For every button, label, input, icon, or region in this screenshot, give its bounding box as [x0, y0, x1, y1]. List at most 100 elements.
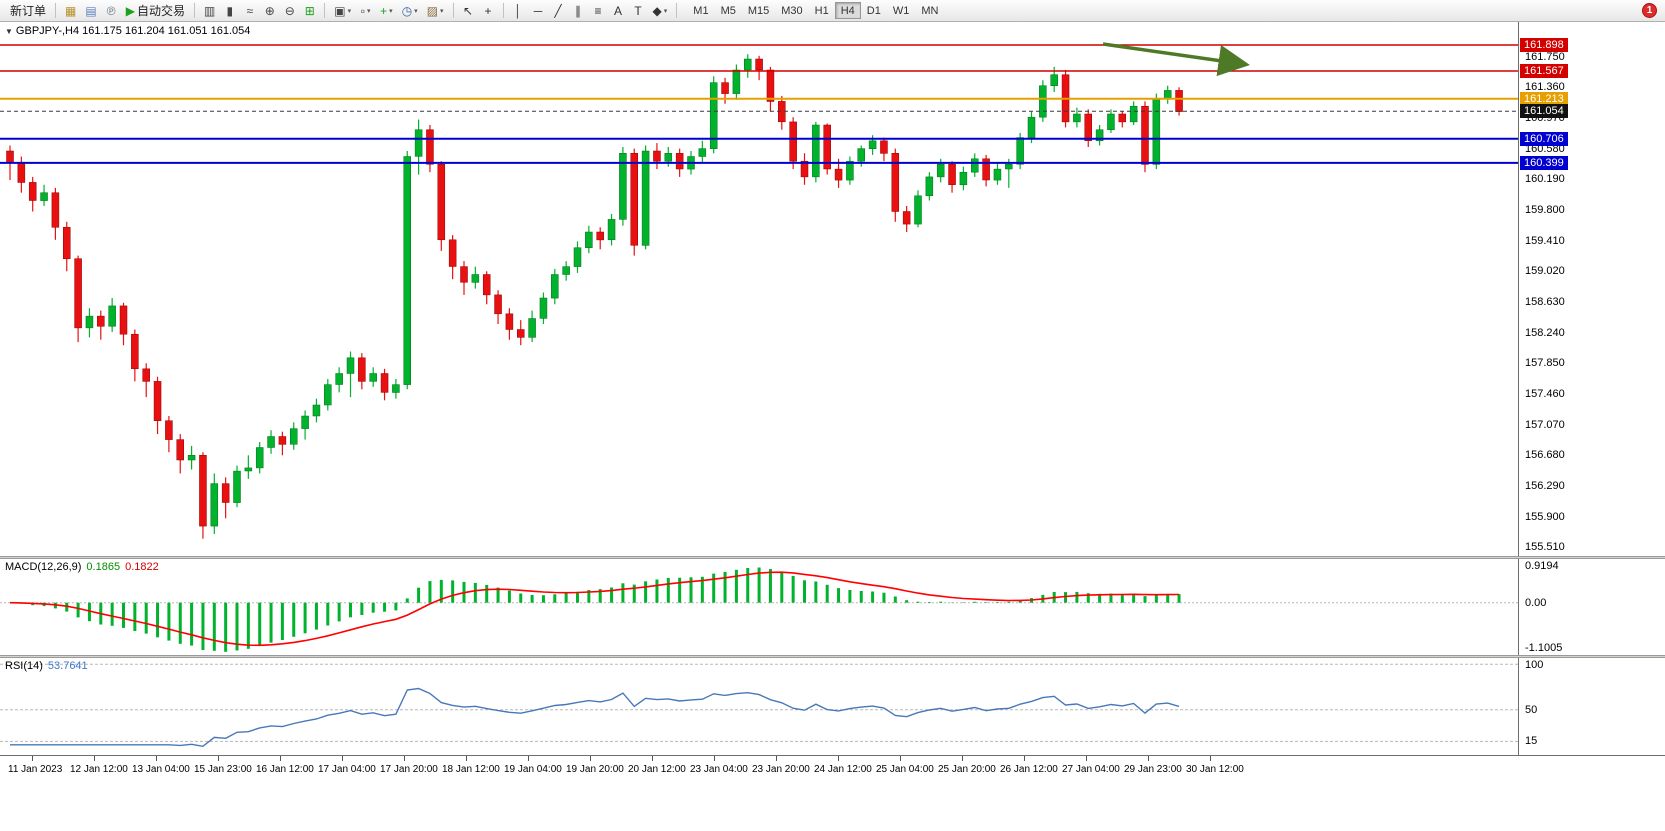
price-axis-label: 0.00 [1525, 596, 1547, 609]
panel-splitter-macd[interactable] [0, 556, 1665, 559]
periods-button[interactable]: ◷ ▾ [398, 1, 422, 20]
timeframe-m15-button[interactable]: M15 [747, 4, 770, 17]
time-axis-tick [280, 756, 281, 761]
time-label: 16 Jan 12:00 [256, 764, 314, 775]
cascade-windows-icon: ▫ [360, 3, 366, 18]
toolbar-separator [193, 3, 195, 18]
rsi-axis[interactable]: 100 50 15 [1518, 658, 1665, 755]
time-axis-tick [1086, 756, 1087, 761]
new-order-button-label: 新订单 [10, 4, 47, 18]
templates-button[interactable]: ▨ ▾ [423, 1, 448, 20]
main-price-axis[interactable]: 161.750161.360160.970160.580160.190159.8… [1518, 22, 1665, 556]
chevron-down-icon: ▾ [663, 7, 668, 15]
arrange-windows-button[interactable]: ▣ ▾ [330, 1, 355, 20]
metaquotes-icon-button[interactable]: ℗ [102, 1, 121, 20]
tile-windows-icon: ⊞ [304, 3, 315, 18]
templates-icon: ▨ [426, 3, 439, 18]
autotrade-button[interactable]: ▶ 自动交易 [122, 1, 189, 20]
price-axis-label: 156.680 [1525, 449, 1565, 462]
timeframe-h4-button[interactable]: H4 [834, 2, 861, 19]
horizontal-line-button[interactable]: ─ [529, 1, 548, 20]
candlestick-chart-type-icon: ▮ [226, 3, 234, 18]
profiles-icon-button[interactable]: ▤ [81, 1, 100, 20]
timeframe-w1-button[interactable]: W1 [892, 4, 910, 17]
arrows-shapes-icon: ◆ [652, 3, 662, 18]
macd-svg[interactable] [0, 559, 1518, 655]
price-axis-label: 157.460 [1525, 387, 1565, 400]
zoom-out-button[interactable]: ⊖ [280, 1, 299, 20]
notification-badge[interactable]: 1 [1642, 3, 1657, 18]
macd-value-main: 0.1865 [86, 561, 121, 573]
autotrade-button-label: 自动交易 [136, 4, 185, 18]
timeframe-h1-button[interactable]: H1 [814, 4, 829, 17]
equidistant-channel-button[interactable]: ∥ [569, 1, 588, 20]
hline-price-badge: 160.706 [1520, 131, 1568, 146]
macd-panel[interactable]: MACD(12,26,9) 0.1865 0.1822 0.9194 0.00 -1.1… [0, 559, 1665, 655]
time-axis-tick [342, 756, 343, 761]
fibonacci-button[interactable]: ≡ [589, 1, 608, 20]
time-label: 29 Jan 23:00 [1124, 764, 1182, 775]
hline-price-badge: 161.567 [1520, 63, 1568, 78]
crosshair-button[interactable]: + [479, 1, 498, 20]
timeframe-m1-button[interactable]: M1 [693, 4, 709, 17]
hline-price-badge: 161.898 [1520, 37, 1568, 52]
rsi-panel[interactable]: RSI(14) 53.7641 100 50 15 [0, 658, 1665, 755]
timeframe-d1-button[interactable]: D1 [866, 4, 881, 17]
timeframe-m30-button[interactable]: M30 [781, 4, 803, 17]
price-axis-label: 0.9194 [1525, 560, 1559, 572]
zoom-in-button[interactable]: ⊕ [260, 1, 279, 20]
chart-window-icon-icon: ▦ [65, 3, 77, 18]
rsi-svg[interactable] [0, 658, 1518, 755]
bar-chart-type-icon: ▥ [203, 3, 216, 18]
time-axis-tick [1148, 756, 1149, 761]
chart-title-bar: ▼ GBPJPY-,H4 161.175 161.204 161.051 161.… [5, 25, 250, 37]
time-axis-tick [652, 756, 653, 761]
text-button[interactable]: A [609, 1, 628, 20]
time-axis-tick [1210, 756, 1211, 761]
time-axis-tick [1024, 756, 1025, 761]
vertical-line-button[interactable]: │ [509, 1, 528, 20]
macd-label: MACD(12,26,9) 0.1865 0.1822 [5, 561, 159, 573]
cascade-windows-button[interactable]: ▫ ▾ [356, 1, 375, 20]
time-axis-tick [404, 756, 405, 761]
time-label: 27 Jan 04:00 [1062, 764, 1120, 775]
time-axis-tick [32, 756, 33, 761]
cursor-button[interactable]: ↖ [459, 1, 478, 20]
trend-arrow-annotation [1102, 42, 1250, 77]
text-label-button[interactable]: T [629, 1, 648, 20]
time-label: 17 Jan 20:00 [380, 764, 438, 775]
time-axis-tick [466, 756, 467, 761]
chevron-down-icon: ▾ [367, 7, 371, 15]
candlestick-chart-type-button[interactable]: ▮ [220, 1, 239, 20]
macd-axis[interactable]: 0.9194 0.00 -1.1005 [1518, 559, 1665, 655]
timeframe-m5-button[interactable]: M5 [720, 4, 736, 17]
panel-splitter-rsi[interactable] [0, 655, 1665, 658]
arrows-shapes-button[interactable]: ◆ ▾ [649, 1, 672, 20]
time-axis[interactable]: 11 Jan 2023 12 Jan 12:00 13 Jan 04:00 15 Ja… [0, 755, 1665, 781]
time-label: 15 Jan 23:00 [194, 764, 252, 775]
time-label: 18 Jan 12:00 [442, 764, 500, 775]
line-chart-type-button[interactable]: ≈ [240, 1, 259, 20]
time-label: 23 Jan 04:00 [690, 764, 748, 775]
timeframe-mn-button[interactable]: MN [921, 4, 939, 17]
cursor-icon: ↖ [463, 3, 474, 18]
chevron-down-icon: ▾ [440, 7, 444, 15]
zoom-in-icon: ⊕ [264, 3, 275, 18]
time-label: 20 Jan 12:00 [628, 764, 686, 775]
main-chart-panel[interactable]: ▼ GBPJPY-,H4 161.175 161.204 161.051 161.… [0, 22, 1665, 556]
toolbar-separator [452, 3, 454, 18]
chart-collapse-icon[interactable]: ▼ [5, 27, 13, 36]
main-chart-svg[interactable] [0, 22, 1518, 556]
rsi-value: 53.7641 [47, 660, 88, 672]
macd-value-signal: 0.1822 [125, 561, 159, 573]
new-order-button[interactable]: 新订单 [4, 1, 50, 20]
bar-chart-type-button[interactable]: ▥ [200, 1, 219, 20]
chart-window-icon-button[interactable]: ▦ [61, 1, 80, 20]
trendline-button[interactable]: ╱ [549, 1, 568, 20]
tile-windows-button[interactable]: ⊞ [300, 1, 319, 20]
time-label: 26 Jan 12:00 [1000, 764, 1058, 775]
horizontal-line-icon: ─ [533, 3, 543, 18]
indicators-button[interactable]: + ▾ [376, 1, 397, 20]
hline-price-badge: 160.399 [1520, 155, 1568, 170]
